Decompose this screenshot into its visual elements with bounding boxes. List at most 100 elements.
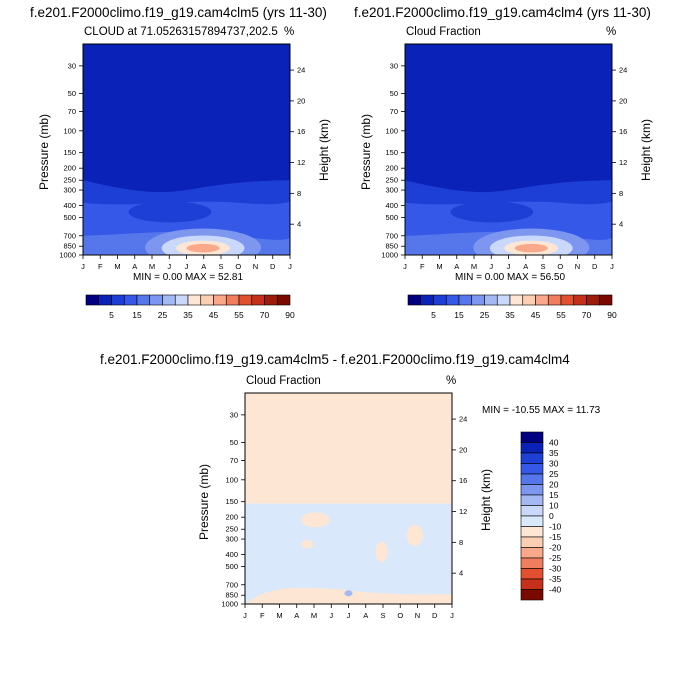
panel1-yrtick-label: 4 [297,220,301,229]
panel1-field [83,44,290,255]
colorbar3-swatch [520,442,544,454]
panel2-xtick-label: O [557,262,563,271]
panel2-minmax: MIN = 0.00 MAX = 56.50 [455,272,566,283]
colorbar2-swatch [560,294,575,306]
colorbar3-swatch [520,505,544,517]
colorbar2-label: 70 [582,310,592,320]
panel3-ytick-label: 100 [225,475,238,484]
colorbar3-swatch [520,568,544,580]
panel3-subtitle: Cloud Fraction [246,375,321,387]
colorbar3-swatch [520,431,544,443]
colorbar2-label: 90 [607,310,617,320]
panel2-xtick-label: N [575,262,580,271]
panel2-xtick-label: J [610,262,614,271]
panel3-xtick-label: J [450,611,454,620]
panel3-ytick-label: 30 [230,410,238,419]
panel1-ytick-label: 250 [63,176,76,185]
colorbar1-label: 90 [285,310,295,320]
panel1-yrtick-label: 16 [297,127,305,136]
colorbar1-label: 5 [109,310,114,320]
panel1-xtick-label: A [201,262,206,271]
panel3-unit: % [446,375,457,387]
colorbar3-swatch [520,494,544,506]
panel2-xtick-label: M [436,262,442,271]
panel2-yrtick-label: 8 [619,189,623,198]
colorbar2-swatch [433,294,447,306]
colorbar2-swatch [496,294,511,306]
colorbar1-swatch [149,294,163,306]
panel3-ytick-label: 50 [230,438,238,447]
panel2-ytick-label: 300 [385,186,398,195]
panel2-xtick-label: A [523,262,528,271]
panel3-xtick-label: A [363,611,368,620]
panel2-ytick-label: 500 [385,213,398,222]
colorbar2-swatch [535,294,549,306]
panel3-ytick-label: 200 [225,513,238,522]
panel2-ytick-label: 250 [385,176,398,185]
panel2-contour-55 [514,243,548,253]
panel1-xtick-label: J [288,262,292,271]
panel3-xtick-label: J [243,611,247,620]
colorbar1-swatch [85,294,100,306]
colorbar3-swatch [520,557,544,569]
panel1-yrtick-label: 8 [297,189,301,198]
panel2-ylabel: Pressure (mb) [359,114,373,191]
colorbar3-label: -20 [549,543,562,553]
colorbar1-swatch [213,294,227,306]
panel3-xtick-label: F [260,611,265,620]
panel2-xtick-label: M [471,262,477,271]
panel1-minmax: MIN = 0.00 MAX = 52.81 [133,272,244,283]
panel2-yrtick-label: 4 [619,220,623,229]
panel3-xtick-label: J [329,611,333,620]
colorbar1-swatch [251,294,265,306]
panel2-yrtick-label: 24 [619,66,627,75]
colorbar3-label: 40 [549,438,559,448]
panel3-ytick-label: 700 [225,580,238,589]
colorbar2-swatch [509,294,524,306]
colorbar1-swatch [111,294,125,306]
panel2-ytick-label: 150 [385,148,398,157]
colorbar3-label: -35 [549,574,562,584]
panel3-ytick-label: 250 [225,525,238,534]
panel2-yrtick-label: 16 [619,127,627,136]
panel3-contour-pos [375,541,388,563]
panel2-ytick-label: 30 [390,61,398,70]
panel1-subtitle: CLOUD at 71.05263157894737,202.5 [84,26,278,38]
panel1-yrtick-label: 24 [297,66,305,75]
colorbar2-swatch [471,294,485,306]
panel2-ytick-label: 850 [385,242,398,251]
panel2-unit: % [606,26,617,38]
colorbar3-label: 20 [549,480,559,490]
panel2-ytick-label: 200 [385,164,398,173]
colorbar2-swatch [573,294,587,306]
colorbar3-swatch [520,473,544,485]
panel2-ytick-label: 70 [390,107,398,116]
panel1-ytick-label: 100 [63,126,76,135]
panel3-ytick-label: 300 [225,535,238,544]
panel3-ytick-label: 850 [225,591,238,600]
colorbar1-label: 35 [183,310,193,320]
colorbar3-swatch [520,463,544,475]
panel3-yrtick-label: 24 [459,415,467,424]
colorbar3-label: -10 [549,522,562,532]
panel1-xtick-label: M [149,262,155,271]
colorbar1-swatch [136,294,151,306]
colorbar1-label: 15 [132,310,142,320]
panel2-xtick-label: F [420,262,425,271]
panel2-xtick-label: D [592,262,598,271]
panel3-contour-neg [245,503,452,604]
colorbar2-label: 55 [556,310,566,320]
panel2-xtick-label: S [540,262,545,271]
panel1-yrtick-label: 12 [297,158,305,167]
colorbar1-swatch [123,294,138,306]
colorbar3-swatch [520,515,544,527]
colorbar1-label: 25 [158,310,168,320]
panel1-xtick-label: A [132,262,137,271]
panel1-ytick-label: 50 [68,89,76,98]
colorbar3-swatch [520,589,544,601]
panel3-yrtick-label: 4 [459,569,463,578]
colorbar2-label: 45 [531,310,541,320]
panel1-ytick-label: 300 [63,186,76,195]
panel1-xtick-label: N [253,262,258,271]
